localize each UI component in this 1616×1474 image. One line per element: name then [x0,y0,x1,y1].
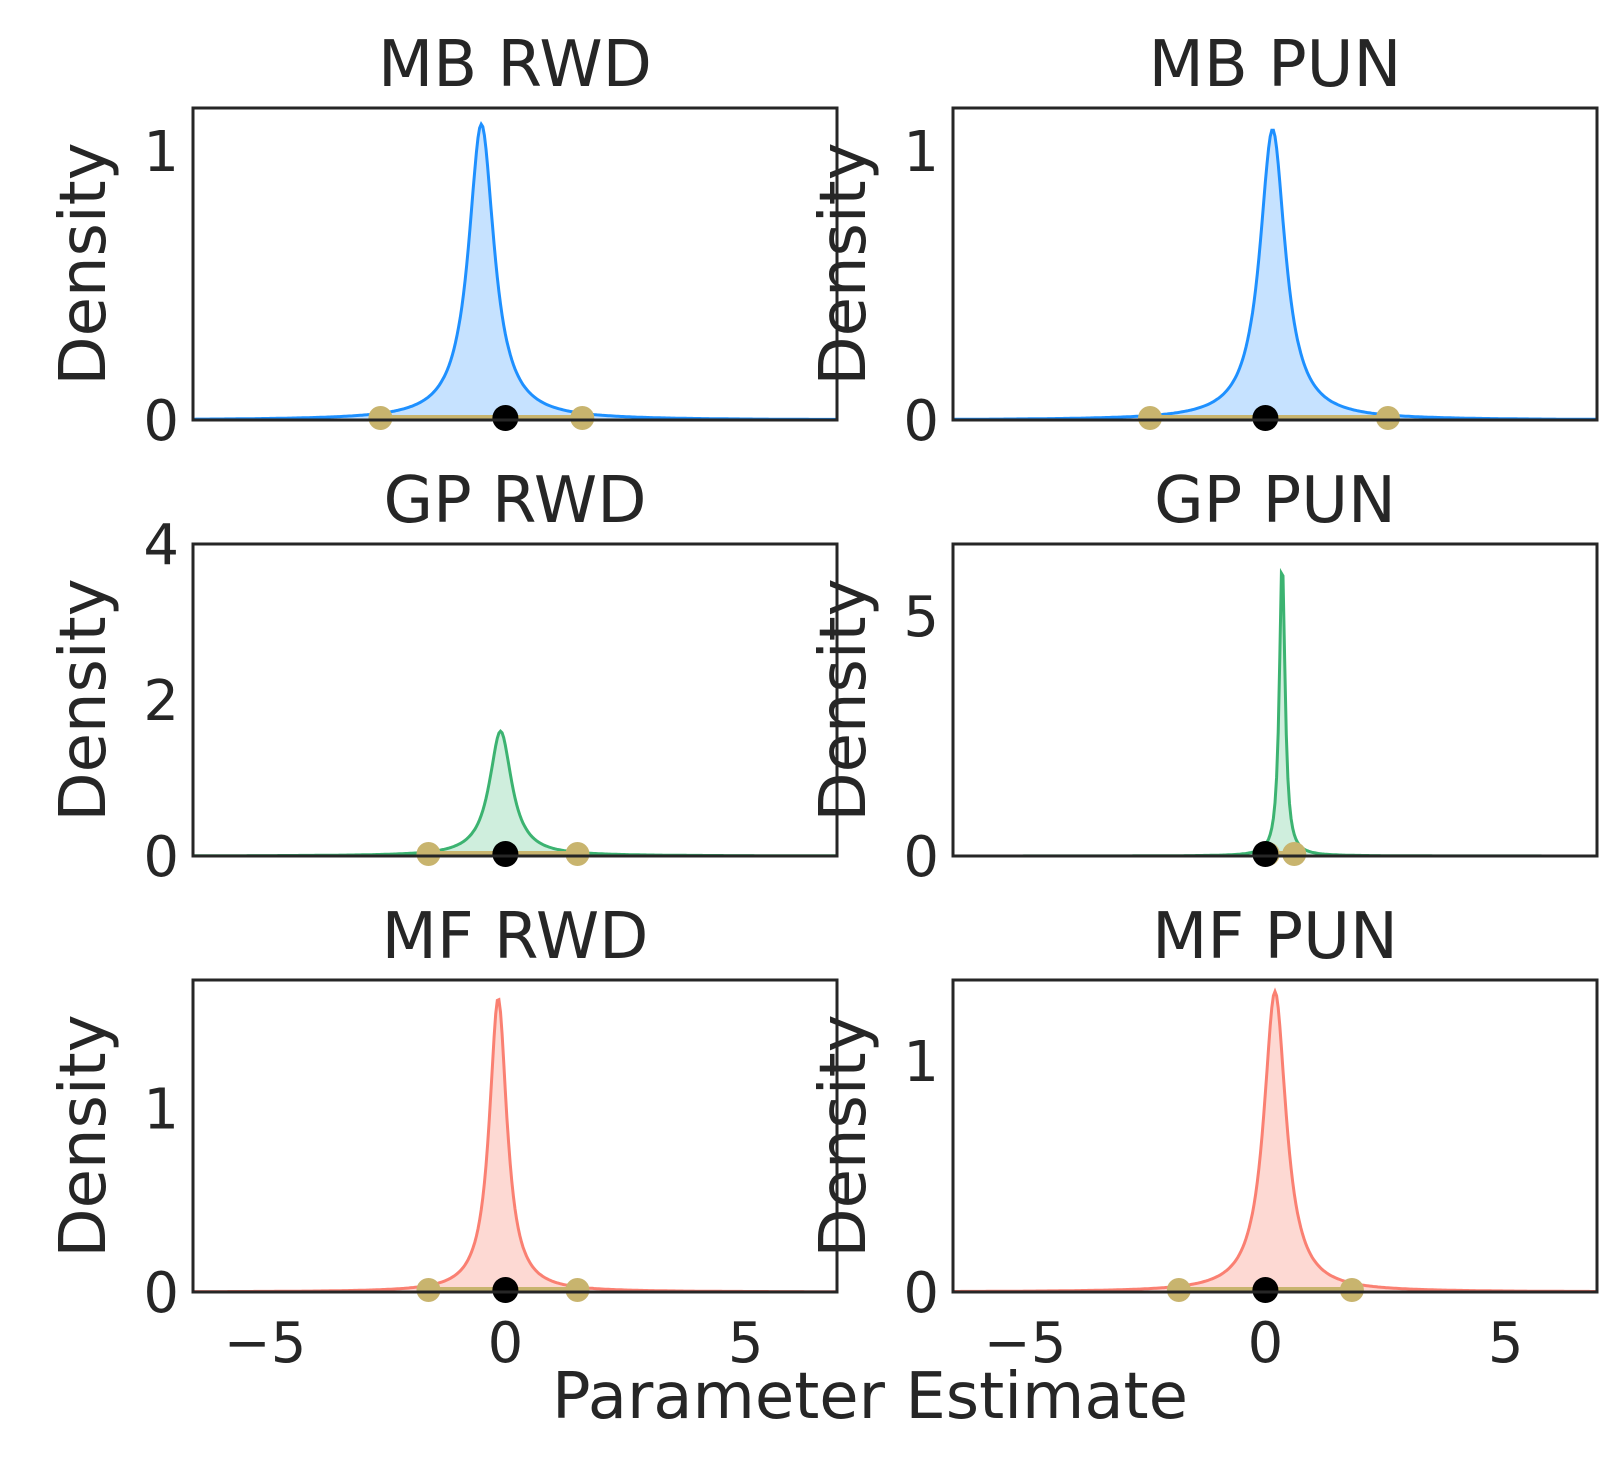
x-tick-label: 5 [728,1311,764,1376]
density-fill [953,130,1597,420]
y-tick-label: 0 [143,389,179,454]
interval-high-dot [1282,842,1307,866]
x-tick-label: −5 [224,1311,307,1376]
y-tick-label: 1 [903,1030,939,1095]
y-tick-label: 5 [903,585,939,650]
y-tick-label: 0 [903,825,939,890]
interval-high-dot [1339,1278,1364,1302]
y-axis-label: Density [47,142,121,385]
interval-high-dot [565,1278,590,1302]
x-axis-label: Parameter Estimate [552,1360,1188,1434]
y-tick-label: 0 [903,389,939,454]
y-axis-label: Density [47,578,121,821]
interval-low-dot [368,406,393,430]
panel-title: MB RWD [378,28,652,102]
panel-gp-pun: GP PUN 0 5 Density [807,464,1599,890]
panel-title: MB PUN [1149,28,1402,102]
panel-title: GP PUN [1154,464,1396,538]
y-tick-label: 1 [143,1077,179,1142]
interval-low-dot [1166,1278,1191,1302]
estimate-marker [492,841,519,867]
panel-gp-rwd: GP RWD 0 2 4 Density [47,464,839,890]
panel-title: MF RWD [382,900,649,974]
y-axis-label: Density [47,1014,121,1257]
panel-mf-rwd: MF RWD 0 1 Density −5 0 5 [47,900,839,1376]
y-tick-label: 0 [903,1261,939,1326]
interval-high-dot [570,406,595,430]
panel-mb-rwd: MB RWD 0 1 Density [47,28,839,454]
x-tick-label: 0 [488,1311,524,1376]
interval-low-dot [416,1278,441,1302]
y-axis-label: Density [807,1014,881,1257]
y-axis-label: Density [807,142,881,385]
interval-high-dot [565,842,590,866]
estimate-marker [492,1277,519,1303]
y-tick-label: 4 [143,513,179,578]
panel-mf-pun: MF PUN 0 1 Density −5 0 5 [807,900,1599,1376]
interval-low-dot [1138,406,1163,430]
panel-frame [191,542,839,858]
y-tick-label: 1 [903,120,939,185]
interval-low-dot [416,842,441,866]
y-axis-label: Density [807,578,881,821]
estimate-marker [1252,405,1279,431]
estimate-marker [1252,1277,1279,1303]
y-tick-label: 2 [143,669,179,734]
interval-high-dot [1375,406,1400,430]
y-tick-label: 1 [143,120,179,185]
panel-mb-pun: MB PUN 0 1 Density [807,28,1599,454]
panel-frame [951,106,1599,422]
x-tick-label: −5 [984,1311,1067,1376]
y-tick-label: 0 [143,1261,179,1326]
density-fill [193,124,837,420]
x-tick-label: 5 [1488,1311,1524,1376]
density-fill [193,731,837,856]
panel-title: GP RWD [384,464,647,538]
density-fill [193,999,837,1292]
y-tick-label: 0 [143,825,179,890]
panel-frame [191,978,839,1294]
density-line [953,567,1597,856]
x-tick-label: 0 [1248,1311,1284,1376]
panel-title: MF PUN [1152,900,1398,974]
panel-frame [951,542,1599,858]
panel-frame [191,106,839,422]
density-fill [953,991,1597,1292]
panel-frame [951,978,1599,1294]
estimate-marker [1252,841,1279,867]
estimate-marker [492,405,519,431]
